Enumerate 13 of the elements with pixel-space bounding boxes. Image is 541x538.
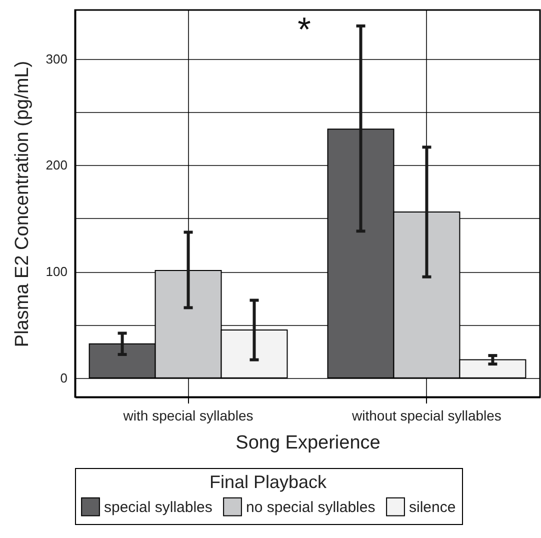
legend-label: no special syllables	[246, 498, 376, 516]
legend-label: special syllables	[104, 498, 212, 516]
y-axis-title: Plasma E2 Concentration (pg/mL)	[12, 60, 33, 348]
x-axis-title: Song Experience	[236, 432, 380, 454]
y-tick-label: 100	[46, 264, 68, 280]
legend-title: Final Playback	[209, 472, 328, 492]
annotation: *	[298, 11, 311, 49]
x-tick-label: without special syllables	[351, 408, 502, 424]
legend-label: silence	[409, 498, 456, 516]
x-tick-label: with special syllables	[122, 408, 254, 424]
y-tick-label: 300	[46, 51, 68, 66]
y-tick-label: 0	[60, 370, 68, 386]
y-tick-label: 200	[46, 158, 68, 173]
